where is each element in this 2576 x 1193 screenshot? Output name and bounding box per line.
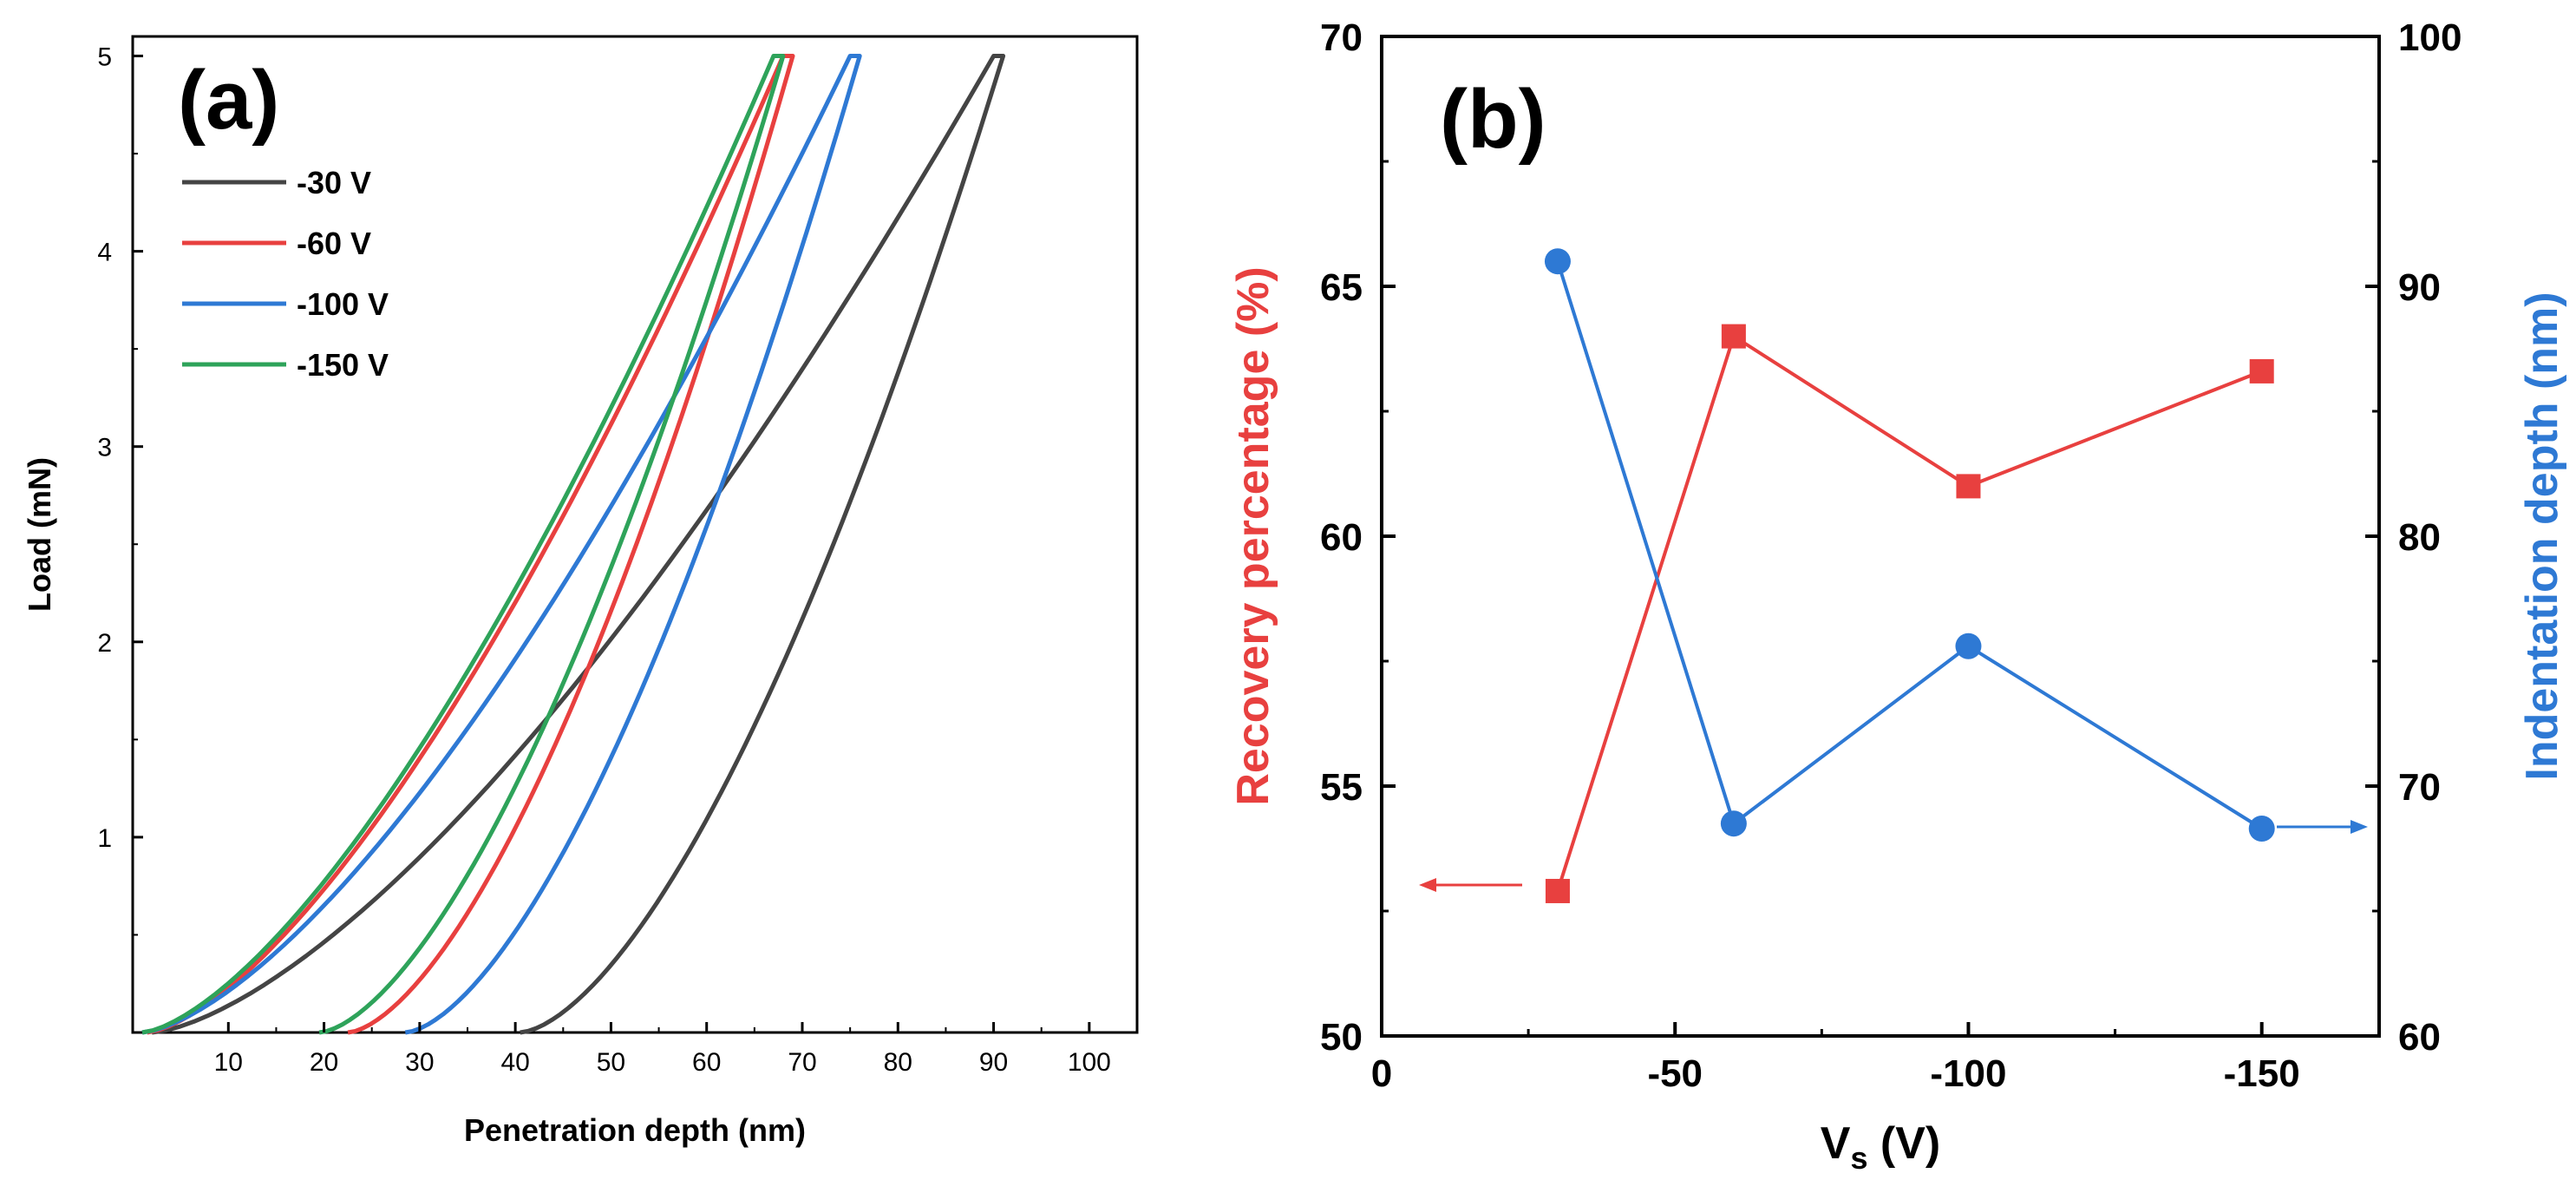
panel-b-right-y-axis-label: Indentation depth (nm) (2517, 292, 2567, 780)
panel-a-legend-label: -150 V (297, 347, 389, 383)
panel-b-right-tick-label: 90 (2398, 266, 2441, 309)
panel-a-y-tick-label: 1 (97, 824, 112, 853)
panel-b-right-tick-label: 80 (2398, 516, 2441, 559)
panel-b-circle-marker (1544, 248, 1571, 275)
panel-b-left-y-axis-label: Recovery percentage (%) (1228, 266, 1278, 805)
panel-b-square-marker (1545, 878, 1570, 903)
panel-b-x-axis-label: Vs (V) (1821, 1118, 1940, 1176)
panel-b-circle-marker (1720, 810, 1747, 837)
panel-b-left-y-ticks: 50 55 60 65 70 (1320, 16, 1396, 1059)
panel-a-x-tick-label: 90 (979, 1048, 1008, 1077)
panel-a-chart: 10 20 30 40 50 60 70 80 90 100 1 2 3 4 5 -30 V -60 V -1… (22, 35, 1139, 1148)
panel-a-y-tick-label: 3 (97, 434, 112, 462)
panel-a-x-tick-label: 20 (310, 1048, 338, 1077)
panel-a-x-tick-label: 60 (692, 1048, 721, 1077)
panel-b-series-line (1555, 333, 2263, 892)
panel-b-series-line (1555, 260, 2263, 830)
panel-a-x-axis-label: Penetration depth (nm) (464, 1112, 806, 1148)
panel-a-y-axis-label: Load (mN) (22, 457, 57, 612)
panel-a-legend-label: -100 V (297, 286, 389, 322)
panel-a-x-tick-label: 30 (405, 1048, 434, 1077)
panel-a-curve (151, 54, 1006, 1035)
panel-b-circle-marker (2248, 815, 2275, 842)
panel-b-square-marker (2249, 358, 2274, 383)
panel-a-curves (141, 54, 1006, 1035)
panel-a-y-ticks: 1 2 3 4 5 (97, 43, 143, 936)
panel-b-x-tick-label: -50 (1647, 1052, 1703, 1095)
panel-b-square-marker (1721, 324, 1746, 349)
right-axis-arrow (2277, 820, 2368, 834)
panel-a-x-ticks: 10 20 30 40 50 60 70 80 90 100 (214, 1022, 1138, 1077)
panel-b-x-tick-label: -150 (2224, 1052, 2300, 1095)
panel-b-right-tick-label: 100 (2398, 16, 2462, 59)
panel-a-curve (141, 54, 786, 1035)
panel-a-y-tick-label: 4 (97, 239, 112, 267)
panel-b-left-tick-label: 60 (1320, 516, 1363, 559)
panel-a-legend-label: -30 V (297, 165, 371, 200)
panel-b-x-tick-label: 0 (1371, 1052, 1392, 1095)
panel-b-right-tick-label: 70 (2398, 766, 2441, 809)
panel-b-left-tick-label: 70 (1320, 16, 1363, 59)
panel-a-x-tick-label: 80 (884, 1048, 912, 1077)
panel-b-left-tick-label: 65 (1320, 266, 1363, 309)
panel-a-plot-frame (131, 35, 1139, 1034)
panel-a-x-tick-label: 70 (788, 1048, 816, 1077)
panel-b-circle-marker (1955, 633, 1982, 659)
panel-b-right-tick-label: 60 (2398, 1016, 2441, 1059)
panel-b-x-axis-label-unit: (V) (1867, 1118, 1940, 1169)
panel-b-left-tick-label: 50 (1320, 1016, 1363, 1059)
panel-b-x-axis-label-sub: s (1850, 1140, 1867, 1176)
panel-b-label: (b) (1440, 73, 1546, 166)
panel-a-x-tick-label: 40 (500, 1048, 529, 1077)
panel-b-x-axis-label-main: V (1821, 1118, 1851, 1169)
panel-a-curve (141, 54, 862, 1035)
panel-a-curve (147, 54, 795, 1035)
panel-b-left-tick-label: 55 (1320, 766, 1363, 809)
panel-a-legend: -30 V -60 V -100 V -150 V (182, 165, 389, 383)
panel-a-legend-label: -60 V (297, 226, 371, 261)
panel-a-label: (a) (178, 54, 279, 147)
panel-b-x-ticks: 0 -50 -100 -150 (1371, 1022, 2300, 1095)
panel-a-y-tick-label: 5 (97, 43, 112, 72)
panel-a-y-tick-label: 2 (97, 629, 112, 658)
panel-a-x-tick-label: 50 (597, 1048, 625, 1077)
left-axis-arrow (1419, 878, 1522, 892)
panel-b-series (1544, 248, 2275, 903)
panel-a-x-tick-label: 10 (214, 1048, 243, 1077)
panel-a-x-tick-label: 100 (1068, 1048, 1111, 1077)
panel-b-right-y-ticks: 60 70 80 90 100 (2365, 16, 2462, 1059)
panel-b-x-tick-label: -100 (1930, 1052, 2006, 1095)
panel-b-plot-frame (1380, 35, 2381, 1038)
panel-b-square-marker (1956, 474, 1981, 499)
